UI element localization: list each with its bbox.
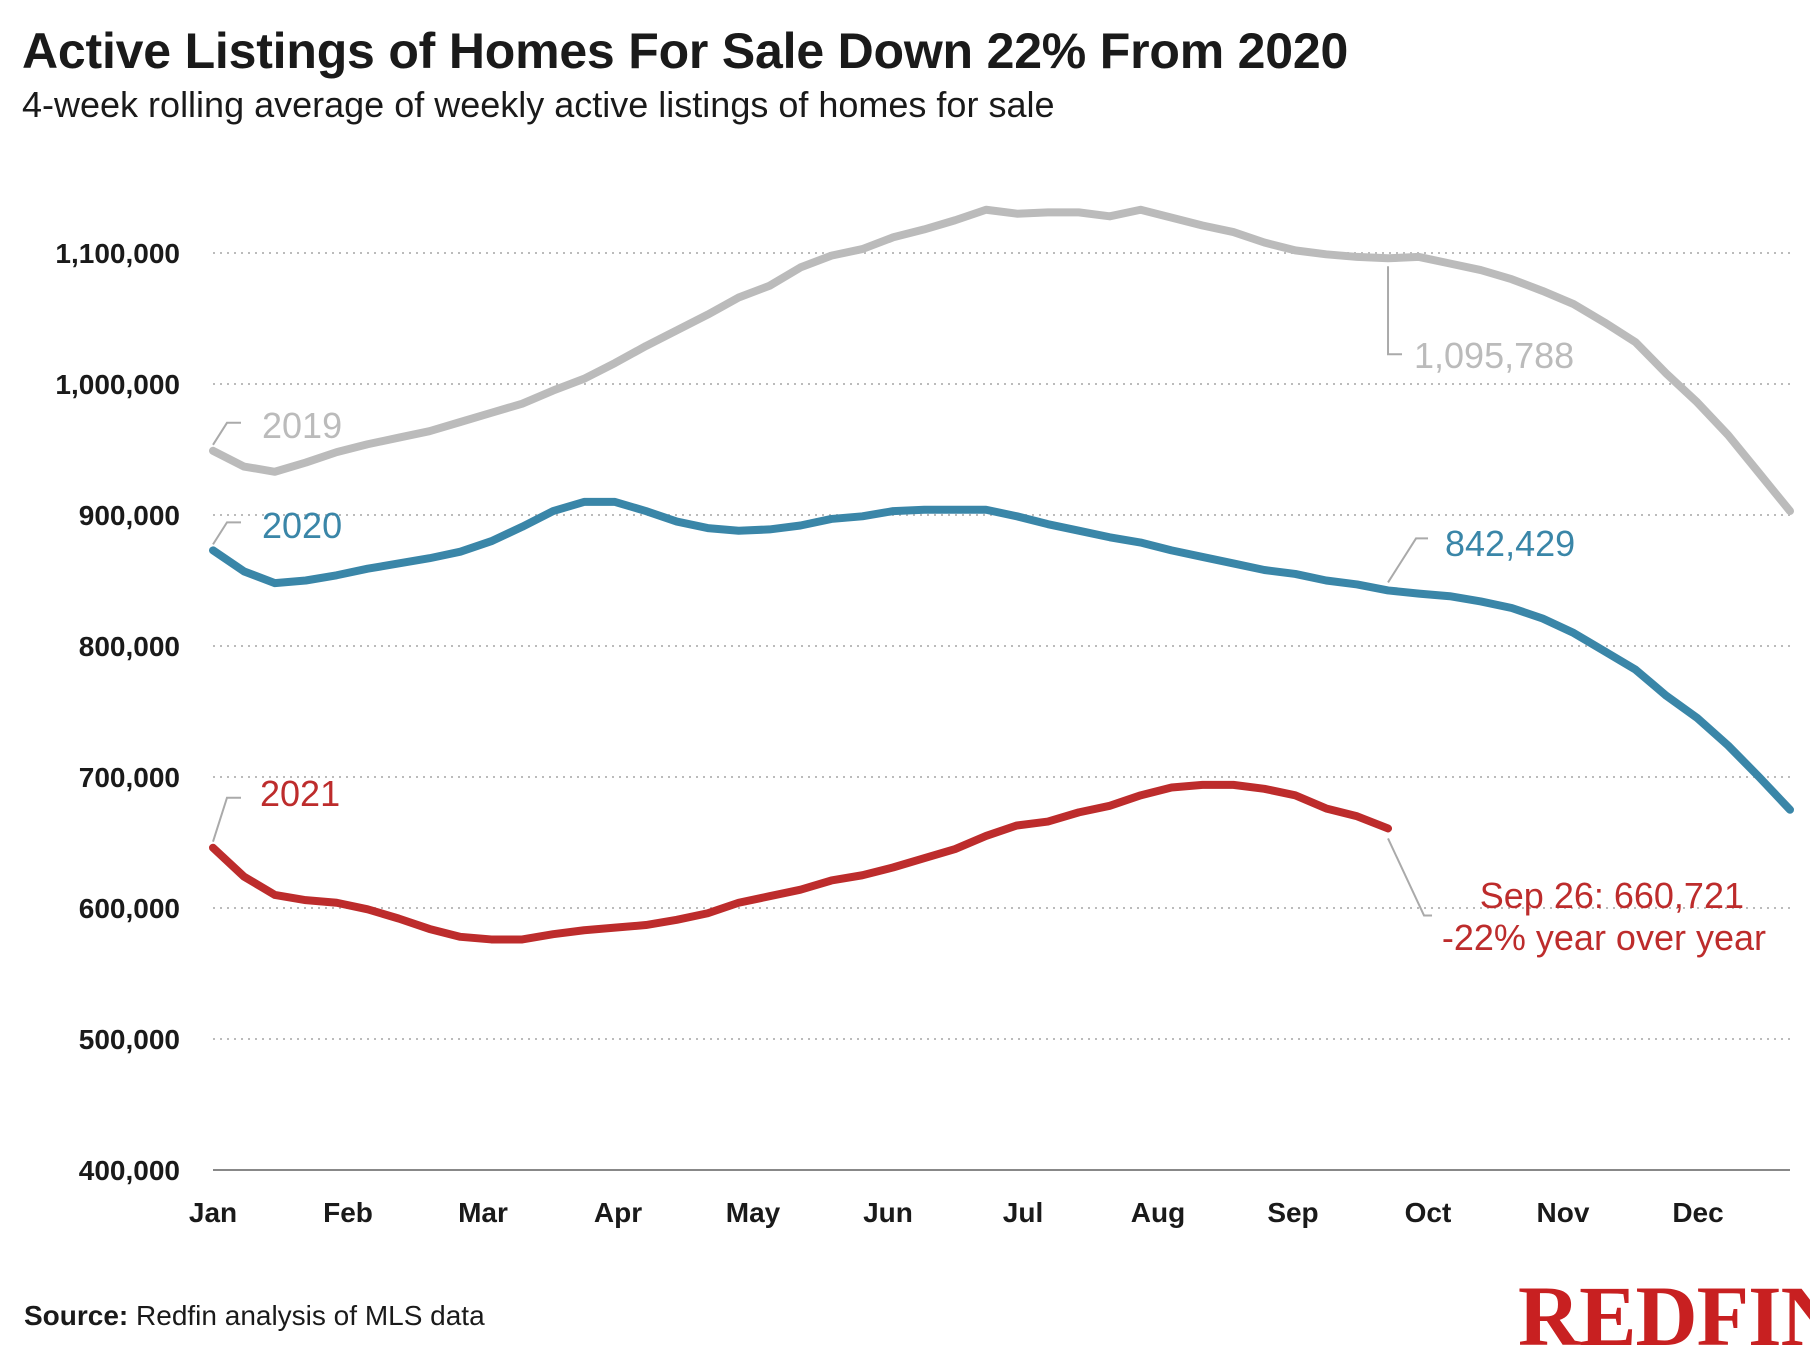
y-tick-label: 400,000 — [79, 1155, 180, 1186]
source-note: Source: Redfin analysis of MLS data — [24, 1300, 485, 1332]
x-tick-label: Aug — [1131, 1197, 1185, 1228]
leader-2021 — [212, 796, 241, 843]
x-axis-ticks: Jan Feb Mar Apr May Jun Jul Aug Sep Oct Nov Dec — [189, 1197, 1724, 1228]
source-text: Redfin analysis of MLS data — [128, 1300, 485, 1331]
series-label-2020: 2020 — [262, 505, 342, 546]
x-tick-label: Jul — [1003, 1197, 1043, 1228]
y-tick-label: 1,100,000 — [55, 238, 180, 269]
x-tick-label: Sep — [1267, 1197, 1318, 1228]
x-tick-label: Apr — [594, 1197, 642, 1228]
x-tick-label: Mar — [458, 1197, 508, 1228]
x-tick-label: Oct — [1405, 1197, 1452, 1228]
leader-2021-value — [1387, 838, 1433, 917]
y-tick-label: 600,000 — [79, 893, 180, 924]
series-line-2020 — [209, 497, 1794, 814]
redfin-logo: REDFIN — [1518, 1268, 1810, 1364]
y-tick-label: 900,000 — [79, 500, 180, 531]
chart-subtitle: 4-week rolling average of weekly active … — [22, 84, 1055, 125]
x-tick-label: Feb — [323, 1197, 373, 1228]
value-label-2020: 842,429 — [1445, 523, 1575, 564]
y-tick-label: 800,000 — [79, 631, 180, 662]
series-label-2021: 2021 — [260, 773, 340, 814]
y-tick-label: 1,000,000 — [55, 369, 180, 400]
y-tick-label: 500,000 — [79, 1024, 180, 1055]
x-tick-label: Jun — [863, 1197, 913, 1228]
leader-2020-value — [1387, 537, 1429, 583]
y-axis-ticks: 400,000 500,000 600,000 700,000 800,000 900,0… — [55, 238, 180, 1186]
y-tick-label: 700,000 — [79, 762, 180, 793]
source-label: Source: — [24, 1300, 129, 1331]
value-label-2019: 1,095,788 — [1414, 335, 1574, 376]
series-labels: 2019 2020 2021 1,095,788 842,429 Sep 26: 660,… — [212, 266, 1766, 958]
series-label-2019: 2019 — [262, 405, 342, 446]
series-lines — [209, 205, 1794, 944]
leader-2019-value — [1387, 266, 1403, 356]
value-note-2021: -22% year over year — [1442, 917, 1766, 958]
value-label-2021: Sep 26: 660,721 — [1480, 875, 1744, 916]
leader-2019 — [212, 421, 241, 446]
x-tick-label: May — [726, 1197, 781, 1228]
leader-2020 — [212, 521, 241, 545]
x-tick-label: Nov — [1537, 1197, 1590, 1228]
chart-title: Active Listings of Homes For Sale Down 2… — [22, 23, 1349, 79]
x-tick-label: Jan — [189, 1197, 237, 1228]
x-tick-label: Dec — [1672, 1197, 1723, 1228]
series-line-2021 — [209, 780, 1393, 944]
series-line-2019 — [209, 205, 1794, 516]
gridlines — [213, 252, 1790, 1171]
